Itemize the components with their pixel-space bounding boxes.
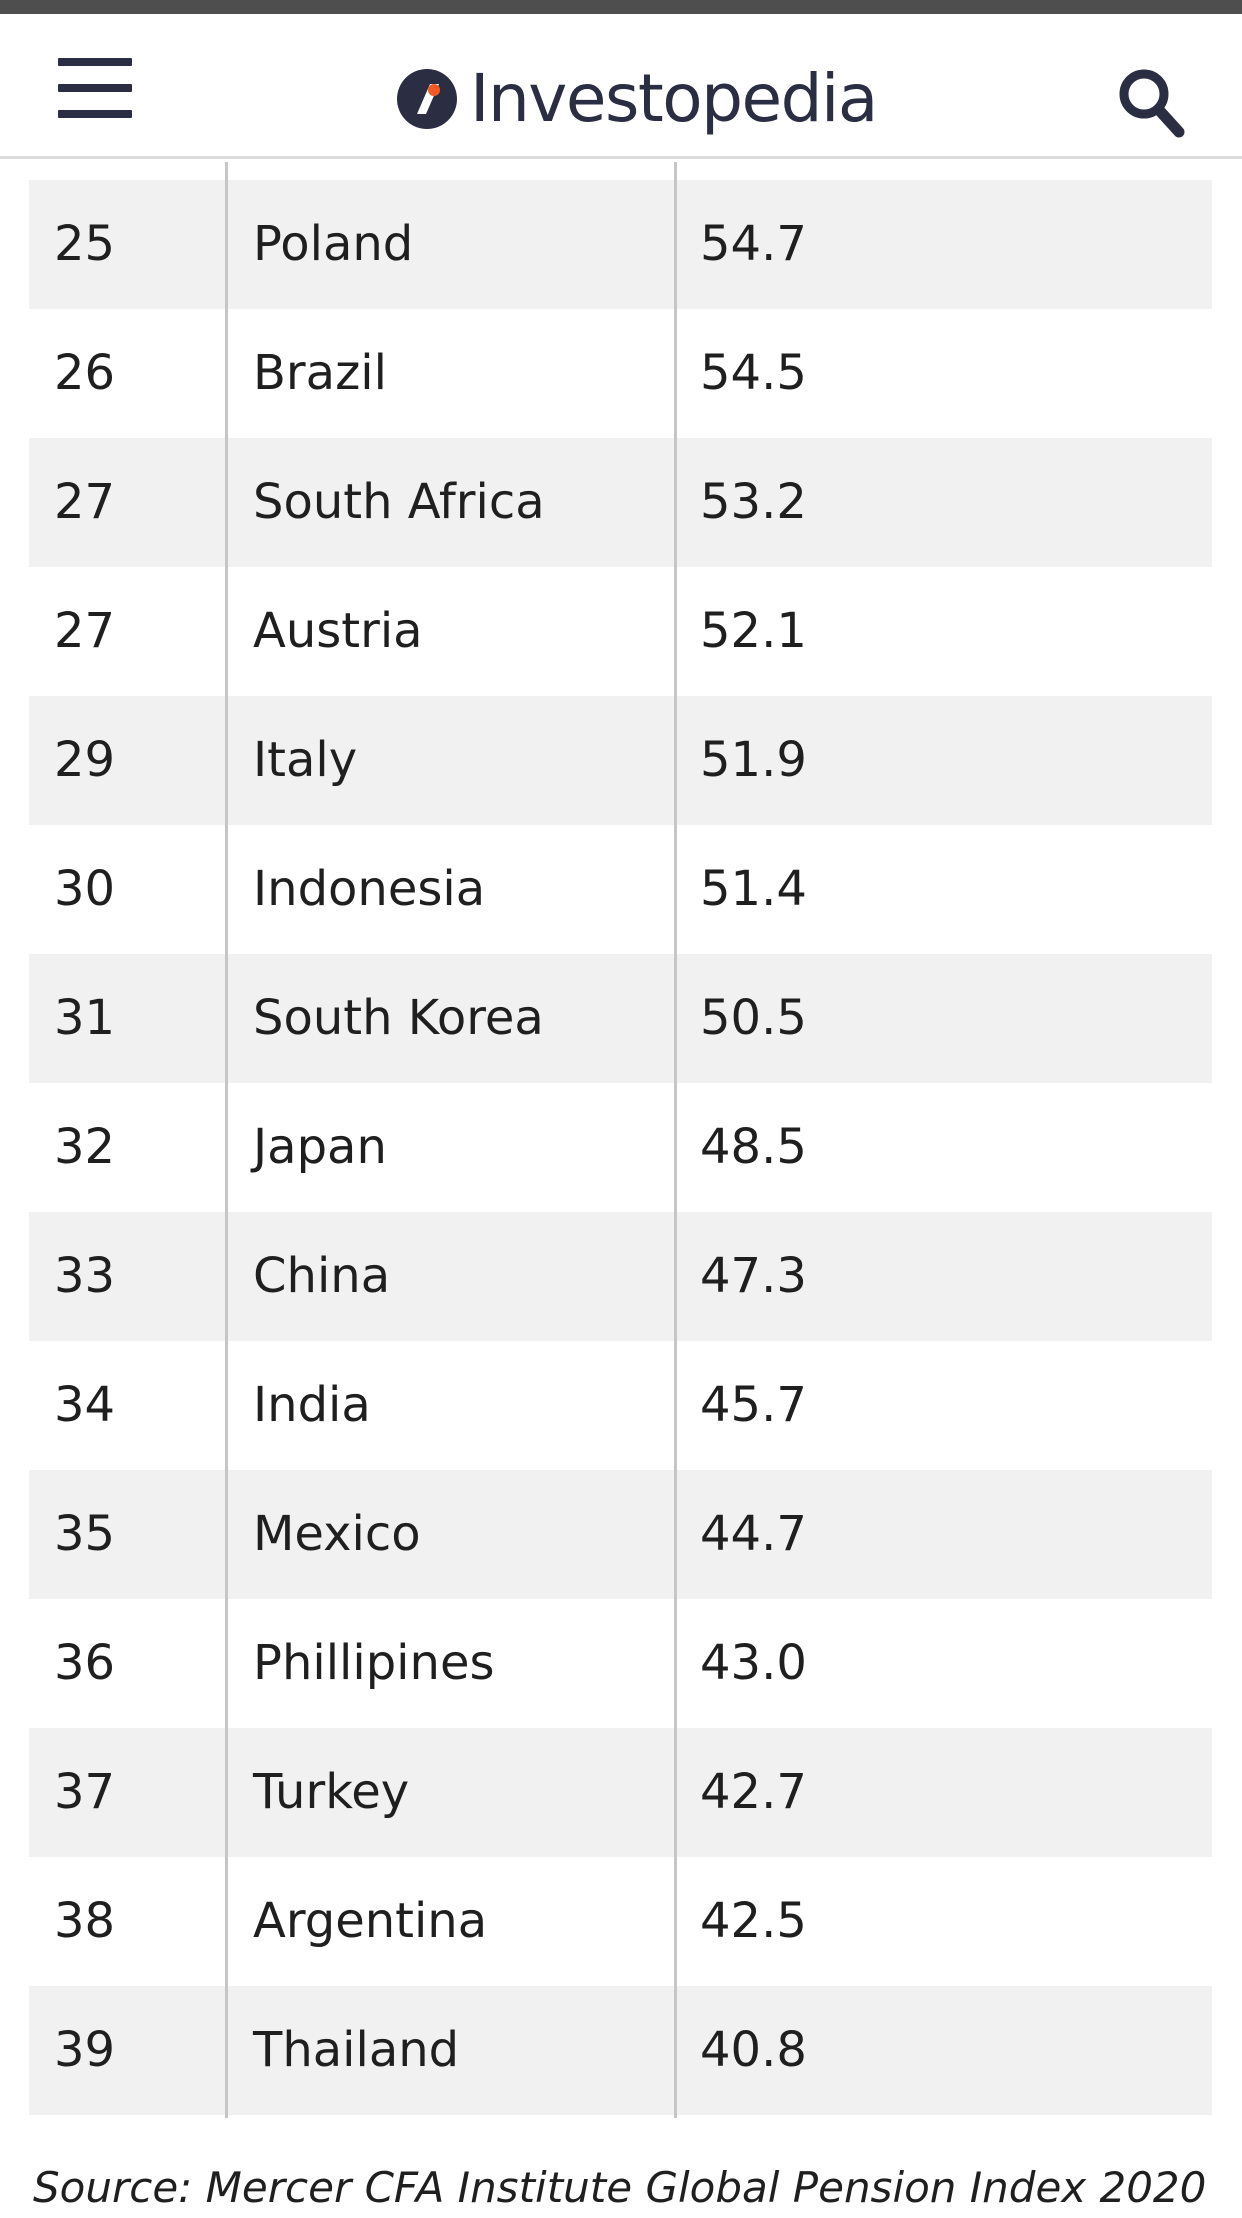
- rank-cell: 33: [54, 1248, 116, 1304]
- score-cell: 54.5: [700, 345, 807, 401]
- country-cell: South Africa: [253, 474, 545, 530]
- hamburger-menu-icon[interactable]: [58, 58, 134, 120]
- table-row: 36 Phillipines 43.0: [29, 1599, 1212, 1728]
- rank-cell: 27: [54, 474, 116, 530]
- search-icon[interactable]: [1117, 66, 1185, 138]
- score-cell: 43.0: [700, 1635, 807, 1691]
- column-divider-rank-country: [225, 162, 228, 2118]
- country-cell: Indonesia: [253, 861, 486, 917]
- table-row: 34 India 45.7: [29, 1341, 1212, 1470]
- menu-bar-top: [58, 58, 132, 66]
- rank-cell: 30: [54, 861, 116, 917]
- country-cell: Japan: [253, 1119, 387, 1175]
- country-cell: China: [253, 1248, 391, 1304]
- rank-cell: 34: [54, 1377, 116, 1433]
- table-row: 27 South Africa 53.2: [29, 438, 1212, 567]
- score-cell: 42.5: [700, 1893, 807, 1949]
- score-cell: 42.7: [700, 1764, 807, 1820]
- menu-bar-bottom: [58, 110, 132, 118]
- site-header: Investopedia: [0, 14, 1242, 159]
- score-cell: 44.7: [700, 1506, 807, 1562]
- country-cell: Argentina: [253, 1893, 488, 1949]
- score-cell: 53.2: [700, 474, 807, 530]
- rank-cell: 29: [54, 732, 116, 788]
- rank-cell: 39: [54, 2022, 116, 2078]
- table-row: 32 Japan 48.5: [29, 1083, 1212, 1212]
- table-row: 29 Italy 51.9: [29, 696, 1212, 825]
- score-cell: 40.8: [700, 2022, 807, 2078]
- rank-cell: 37: [54, 1764, 116, 1820]
- table-row: 25 Poland 54.7: [29, 180, 1212, 309]
- country-cell: India: [253, 1377, 371, 1433]
- country-cell: Turkey: [253, 1764, 410, 1820]
- score-cell: 51.4: [700, 861, 807, 917]
- table-row: 35 Mexico 44.7: [29, 1470, 1212, 1599]
- country-cell: Italy: [253, 732, 358, 788]
- country-cell: Austria: [253, 603, 423, 659]
- status-bar-strip: [0, 0, 1242, 14]
- country-cell: Mexico: [253, 1506, 421, 1562]
- rank-cell: 35: [54, 1506, 116, 1562]
- search-icon-graphic: [1119, 69, 1185, 138]
- score-cell: 51.9: [700, 732, 807, 788]
- table-row: 27 Austria 52.1: [29, 567, 1212, 696]
- pension-index-table: 25 Poland 54.7 26 Brazil 54.5 27 South A…: [29, 180, 1212, 2115]
- column-divider-country-score: [674, 162, 677, 2118]
- rank-cell: 38: [54, 1893, 116, 1949]
- score-cell: 47.3: [700, 1248, 807, 1304]
- logo-text: Investopedia: [470, 60, 878, 137]
- table-row: 31 South Korea 50.5: [29, 954, 1212, 1083]
- source-caption: Source: Mercer CFA Institute Global Pens…: [33, 2163, 1207, 2212]
- menu-bar-middle: [58, 84, 132, 92]
- country-cell: Poland: [253, 216, 414, 272]
- table-row: 30 Indonesia 51.4: [29, 825, 1212, 954]
- rank-cell: 36: [54, 1635, 116, 1691]
- table-row: 38 Argentina 42.5: [29, 1857, 1212, 1986]
- score-cell: 54.7: [700, 216, 807, 272]
- country-cell: Phillipines: [253, 1635, 495, 1691]
- rank-cell: 31: [54, 990, 116, 1046]
- rank-cell: 32: [54, 1119, 116, 1175]
- score-cell: 48.5: [700, 1119, 807, 1175]
- table-row: 39 Thailand 40.8: [29, 1986, 1212, 2115]
- rank-cell: 25: [54, 216, 116, 272]
- investopedia-logo-icon: [397, 69, 457, 129]
- score-cell: 52.1: [700, 603, 807, 659]
- rank-cell: 27: [54, 603, 116, 659]
- site-logo[interactable]: Investopedia: [396, 58, 878, 140]
- table-row: 26 Brazil 54.5: [29, 309, 1212, 438]
- score-cell: 45.7: [700, 1377, 807, 1433]
- country-cell: Brazil: [253, 345, 387, 401]
- score-cell: 50.5: [700, 990, 807, 1046]
- table-row: 33 China 47.3: [29, 1212, 1212, 1341]
- rank-cell: 26: [54, 345, 116, 401]
- country-cell: Thailand: [253, 2022, 460, 2078]
- table-row: 37 Turkey 42.7: [29, 1728, 1212, 1857]
- country-cell: South Korea: [253, 990, 544, 1046]
